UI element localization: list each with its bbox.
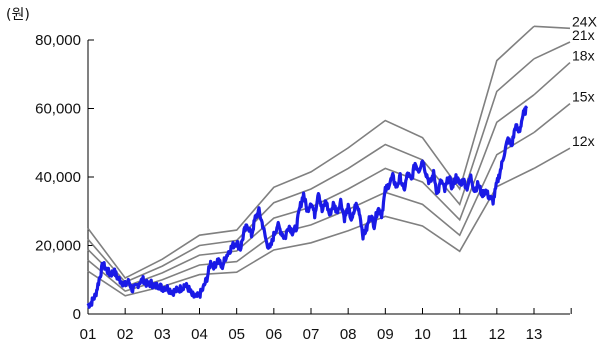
band-lines [87,25,571,297]
x-tick-label: 11 [452,326,468,343]
band-connector [533,41,571,60]
price-line [86,105,529,309]
y-tick-label: 0 [73,306,81,323]
x-tick-label: 13 [526,326,543,343]
band-connector [533,147,571,170]
x-tick-label: 10 [414,326,431,343]
price-line-group [86,105,529,309]
x-tick-label: 09 [377,326,394,343]
y-tick-label: 60,000 [35,101,81,118]
y-tick-label: 20,000 [35,238,81,255]
axes: 0 20,000 40,000 60,000 80,000 01 02 03 04 05 06 07 0… [35,32,572,343]
band-label-21x: 21x [572,27,595,43]
band-connector [533,103,571,134]
band-line-15x [87,131,535,292]
x-tick-label: 03 [154,326,171,343]
band-connector [533,25,571,30]
x-tick-label: 12 [488,326,505,343]
x-tick-label: 06 [265,326,282,343]
x-tick-label: 02 [117,326,134,343]
x-tick-label: 04 [191,326,208,343]
y-axis-unit-label: (원) [6,7,30,23]
x-tick-label: 01 [80,326,97,343]
x-tick-label: 08 [340,326,357,343]
band-label-18x: 18x [572,48,595,64]
x-tick-label: 07 [303,326,320,343]
band-label-12x: 12x [572,133,595,149]
y-tick-label: 40,000 [35,169,81,186]
band-line-21x [87,58,535,284]
y-tick-label: 80,000 [35,32,81,49]
band-label-15x: 15x [572,89,595,105]
band-line-24x [87,25,535,280]
band-label-24x: 24X [572,13,598,29]
x-tick-label: 05 [228,326,245,343]
band-connector [533,61,571,96]
